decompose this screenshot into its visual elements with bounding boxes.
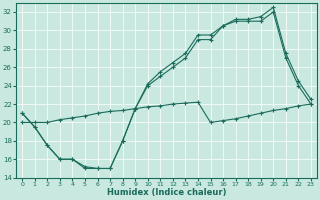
X-axis label: Humidex (Indice chaleur): Humidex (Indice chaleur) — [107, 188, 226, 197]
